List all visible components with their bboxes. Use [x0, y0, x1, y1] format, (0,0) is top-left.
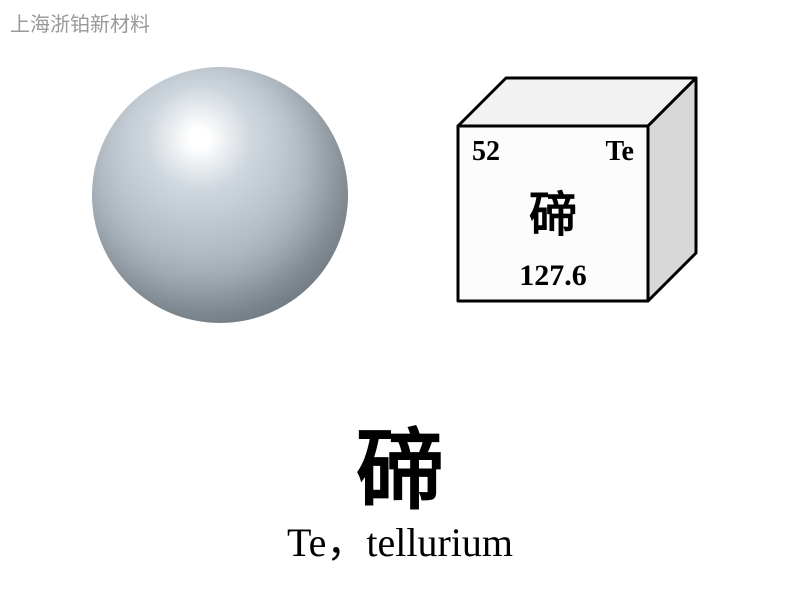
- element-name-cn: 碲: [0, 400, 800, 527]
- atomic-number: 52: [472, 138, 500, 166]
- element-sphere: [92, 67, 348, 323]
- element-symbol: Te: [605, 138, 634, 166]
- atomic-mass: 127.6: [458, 261, 648, 291]
- element-name-cn-cube: 碲: [458, 192, 648, 240]
- element-name-en: Te，tellurium: [0, 510, 800, 568]
- watermark-text: 上海浙铂新材料: [10, 8, 150, 37]
- element-cube: 52 Te 碲 127.6: [455, 75, 699, 304]
